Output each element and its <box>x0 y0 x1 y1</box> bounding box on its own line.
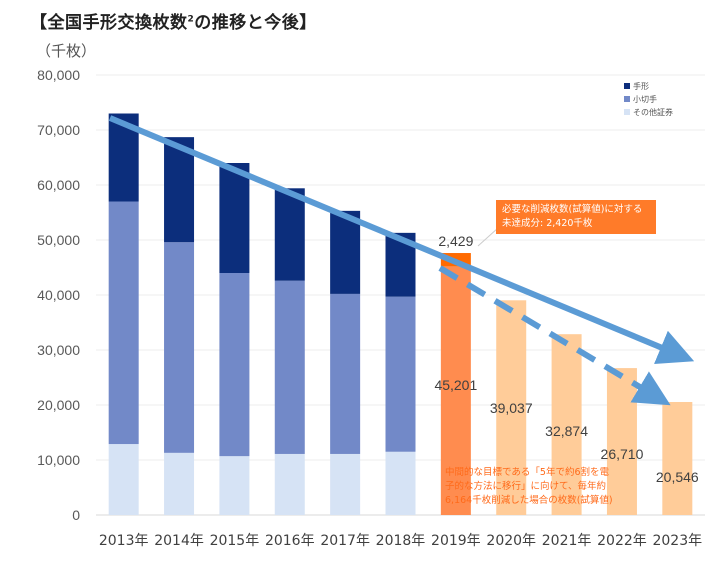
bar-other-securities <box>164 452 195 515</box>
x-tick-label: 2019年 <box>431 533 481 549</box>
legend-swatch <box>624 96 630 102</box>
x-tick-label: 2017年 <box>320 533 370 549</box>
x-tick-label: 2014年 <box>154 533 204 549</box>
dashed-target-arrow <box>438 265 671 406</box>
bar-other-securities <box>219 456 250 515</box>
target-annotation-note: 中間的な目標である「5年で約6割を電子的な方法に移行」に向けて、毎年約6,164… <box>445 467 613 506</box>
bar-bills <box>274 188 305 281</box>
bar-bills <box>164 137 195 243</box>
y-tick-label: 10,000 <box>37 452 80 468</box>
data-labels: 45,201 39,037 32,874 26,710 20,546 2,429 <box>434 227 699 485</box>
leader-line <box>477 227 499 247</box>
bar-projection <box>496 300 527 515</box>
bar-bills <box>219 163 250 273</box>
data-label: 20,546 <box>656 469 699 485</box>
bar-checks <box>164 242 195 453</box>
legend-label: 小切手 <box>633 94 657 104</box>
solid-trend-arrow <box>108 115 695 365</box>
x-tick-label: 2020年 <box>486 533 536 549</box>
bar-other-securities <box>274 453 305 515</box>
y-axis-unit-label: （千枚） <box>36 42 97 60</box>
shortfall-data-label: 2,429 <box>438 233 473 249</box>
title-suffix: の推移と今後】 <box>194 13 317 33</box>
y-tick-label: 50,000 <box>37 232 80 248</box>
bar-projection <box>662 401 693 515</box>
bar-bills <box>330 210 361 294</box>
chart-title: 【全国手形交換枚数2の推移と今後】 <box>30 8 317 33</box>
x-tick-label: 2021年 <box>542 533 592 549</box>
y-tick-label: 0 <box>72 507 80 523</box>
title-superscript: 2 <box>187 14 195 25</box>
y-tick-label: 30,000 <box>37 342 80 358</box>
data-label: 32,874 <box>545 423 588 439</box>
legend-label: その他証券 <box>633 107 673 117</box>
bar-projection <box>551 334 582 515</box>
y-tick-label: 20,000 <box>37 397 80 413</box>
trend-arrows <box>108 115 695 406</box>
bar-checks <box>219 273 250 457</box>
data-label: 45,201 <box>434 377 477 393</box>
y-tick-label: 60,000 <box>37 177 80 193</box>
bar-checks <box>330 293 361 454</box>
x-tick-label: 2016年 <box>265 533 315 549</box>
y-tick-label: 80,000 <box>37 67 80 83</box>
x-tick-label: 2022年 <box>597 533 647 549</box>
y-tick-label: 70,000 <box>37 122 80 138</box>
title-main: 【全国手形交換枚数 <box>30 13 188 33</box>
y-axis-ticks: 0 10,000 20,000 30,000 40,000 50,000 60,000 70,… <box>37 67 80 523</box>
legend-label: 手形 <box>633 81 649 91</box>
bar-other-securities <box>108 444 139 515</box>
bar-checks <box>274 280 305 454</box>
bar-projection <box>440 266 471 515</box>
legend-swatch <box>624 83 630 89</box>
data-label: 39,037 <box>490 400 533 416</box>
x-tick-label: 2018年 <box>376 533 426 549</box>
x-tick-label: 2015年 <box>210 533 260 549</box>
x-axis-ticks: 2013年 2014年 2015年 2016年 2017年 2018年 2019年 2020年… <box>99 533 702 549</box>
bar-other-securities <box>385 451 416 515</box>
shortfall-annotation-box: 必要な削減枚数(試算値)に対する未達成分: 2,420千枚 <box>496 200 656 234</box>
bar-checks <box>108 201 139 445</box>
x-tick-label: 2013年 <box>99 533 149 549</box>
legend-swatch <box>624 109 630 115</box>
x-tick-label: 2023年 <box>652 533 702 549</box>
data-label: 26,710 <box>601 446 644 462</box>
bar-checks <box>385 296 416 452</box>
y-tick-label: 40,000 <box>37 287 80 303</box>
bar-other-securities <box>330 453 361 515</box>
